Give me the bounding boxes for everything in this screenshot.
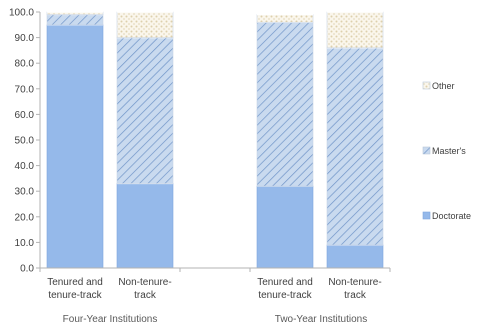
category-label-line2: track [134, 290, 157, 301]
group-label: Four-Year Institutions [63, 314, 158, 325]
category-label-line1: Tenured and [47, 277, 103, 288]
category-label-line1: Tenured and [257, 277, 313, 288]
bar-segment-doctorate [326, 244, 384, 269]
bar-segment-other [116, 11, 174, 38]
category-label-line1: Non-tenure- [118, 277, 171, 288]
category-label-line2: tenure-track [258, 290, 312, 301]
legend-label-masters: Master's [432, 146, 466, 156]
x-axis: Tenured and tenure-track Non-tenure-track T… [39, 267, 391, 325]
y-tick-label: 60.0 [15, 110, 35, 121]
category-label-line1: Non-tenure- [328, 277, 381, 288]
legend-label-other: Other [432, 81, 455, 91]
y-tick-label: 70.0 [15, 84, 35, 95]
legend-swatch-doctorate [422, 211, 431, 220]
y-tick-label: 0.0 [20, 264, 34, 275]
bar-segment-masters [256, 21, 314, 187]
bar-segment-other [326, 11, 384, 49]
y-tick-label: 20.0 [15, 212, 35, 223]
bar-segment-masters [326, 47, 384, 246]
legend: Other Master's Doctorate [422, 81, 471, 221]
category-label-line2: tenure-track [48, 290, 102, 301]
y-tick-label: 30.0 [15, 187, 35, 198]
category-label-line2: track [344, 290, 367, 301]
bar-segment-other [256, 14, 314, 23]
legend-label-doctorate: Doctorate [432, 211, 471, 221]
legend-swatch-other [422, 81, 431, 90]
y-tick-label: 100.0 [9, 8, 34, 19]
y-tick-label: 50.0 [15, 136, 35, 147]
bar-segment-masters [46, 14, 104, 26]
y-tick-label: 90.0 [15, 33, 35, 44]
y-axis: 0.0 10.0 20.0 30.0 40.0 50.0 60.0 70.0 80.0 90.0 1… [9, 8, 41, 275]
legend-swatch-masters [422, 146, 431, 155]
bar-segment-masters [116, 37, 174, 184]
bar-segment-doctorate [256, 185, 314, 269]
y-tick-label: 80.0 [15, 59, 35, 70]
y-tick-label: 10.0 [15, 238, 35, 249]
bars [46, 11, 384, 269]
y-tick-label: 40.0 [15, 161, 35, 172]
group-label: Two-Year Institutions [275, 314, 367, 325]
bar-segment-doctorate [116, 183, 174, 269]
bar-segment-doctorate [46, 24, 104, 269]
